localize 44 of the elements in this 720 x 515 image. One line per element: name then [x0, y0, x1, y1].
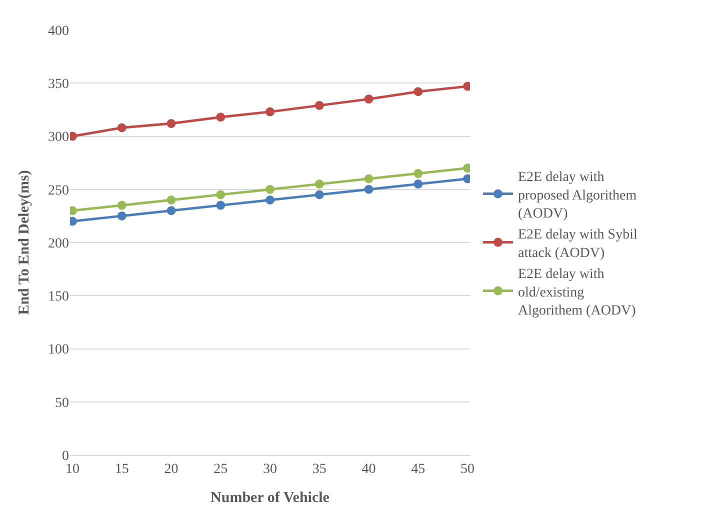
point: [216, 200, 226, 210]
x-tick-label: 40: [362, 462, 376, 477]
point: [166, 196, 176, 204]
point: [414, 168, 423, 178]
x-tick-label: 45: [411, 462, 426, 477]
y-tick-label: 350: [48, 77, 69, 92]
point: [314, 190, 324, 200]
legend-label: E2E delay with old/existing Algorithem (AODV): [518, 267, 636, 318]
legend-label: E2E delay with proposed Algorithem (AODV): [518, 170, 637, 222]
point: [266, 184, 274, 194]
point: [117, 123, 126, 132]
point: [216, 190, 226, 200]
x-tick-label: 20: [164, 462, 178, 477]
point: [216, 112, 226, 122]
x-tick-label: 30: [263, 462, 277, 477]
point: [266, 107, 274, 116]
point: [364, 94, 374, 104]
x-tick-label: 10: [65, 462, 80, 477]
point: [414, 180, 423, 189]
x-tick-label: 25: [214, 462, 228, 477]
point: [166, 119, 176, 128]
point: [364, 174, 374, 184]
x-axis-title: Number of Vehicle: [210, 490, 330, 506]
point: [414, 87, 423, 96]
y-tick-label: 300: [48, 130, 69, 146]
y-tick-label: 100: [48, 342, 69, 358]
point: [314, 180, 324, 189]
point: [117, 200, 126, 210]
point: [166, 206, 176, 216]
point: [266, 196, 274, 204]
legend-label: E2E delay with Sybil attack (AODV): [518, 228, 638, 261]
y-tick-label: 50: [55, 396, 69, 411]
y-tick-label: 150: [48, 290, 69, 305]
x-tick-label: 50: [460, 462, 475, 477]
x-tick-label: 15: [114, 462, 129, 477]
y-axis-title: End To End Deley(ms): [16, 170, 32, 315]
point: [364, 184, 374, 194]
y-tick-label: 400: [48, 24, 69, 39]
point: [314, 100, 324, 110]
point: [117, 211, 126, 220]
x-tick-label: 35: [312, 462, 326, 477]
y-tick-label: 0: [62, 448, 69, 464]
y-tick-label: 250: [48, 183, 69, 198]
y-tick-label: 200: [48, 236, 69, 252]
